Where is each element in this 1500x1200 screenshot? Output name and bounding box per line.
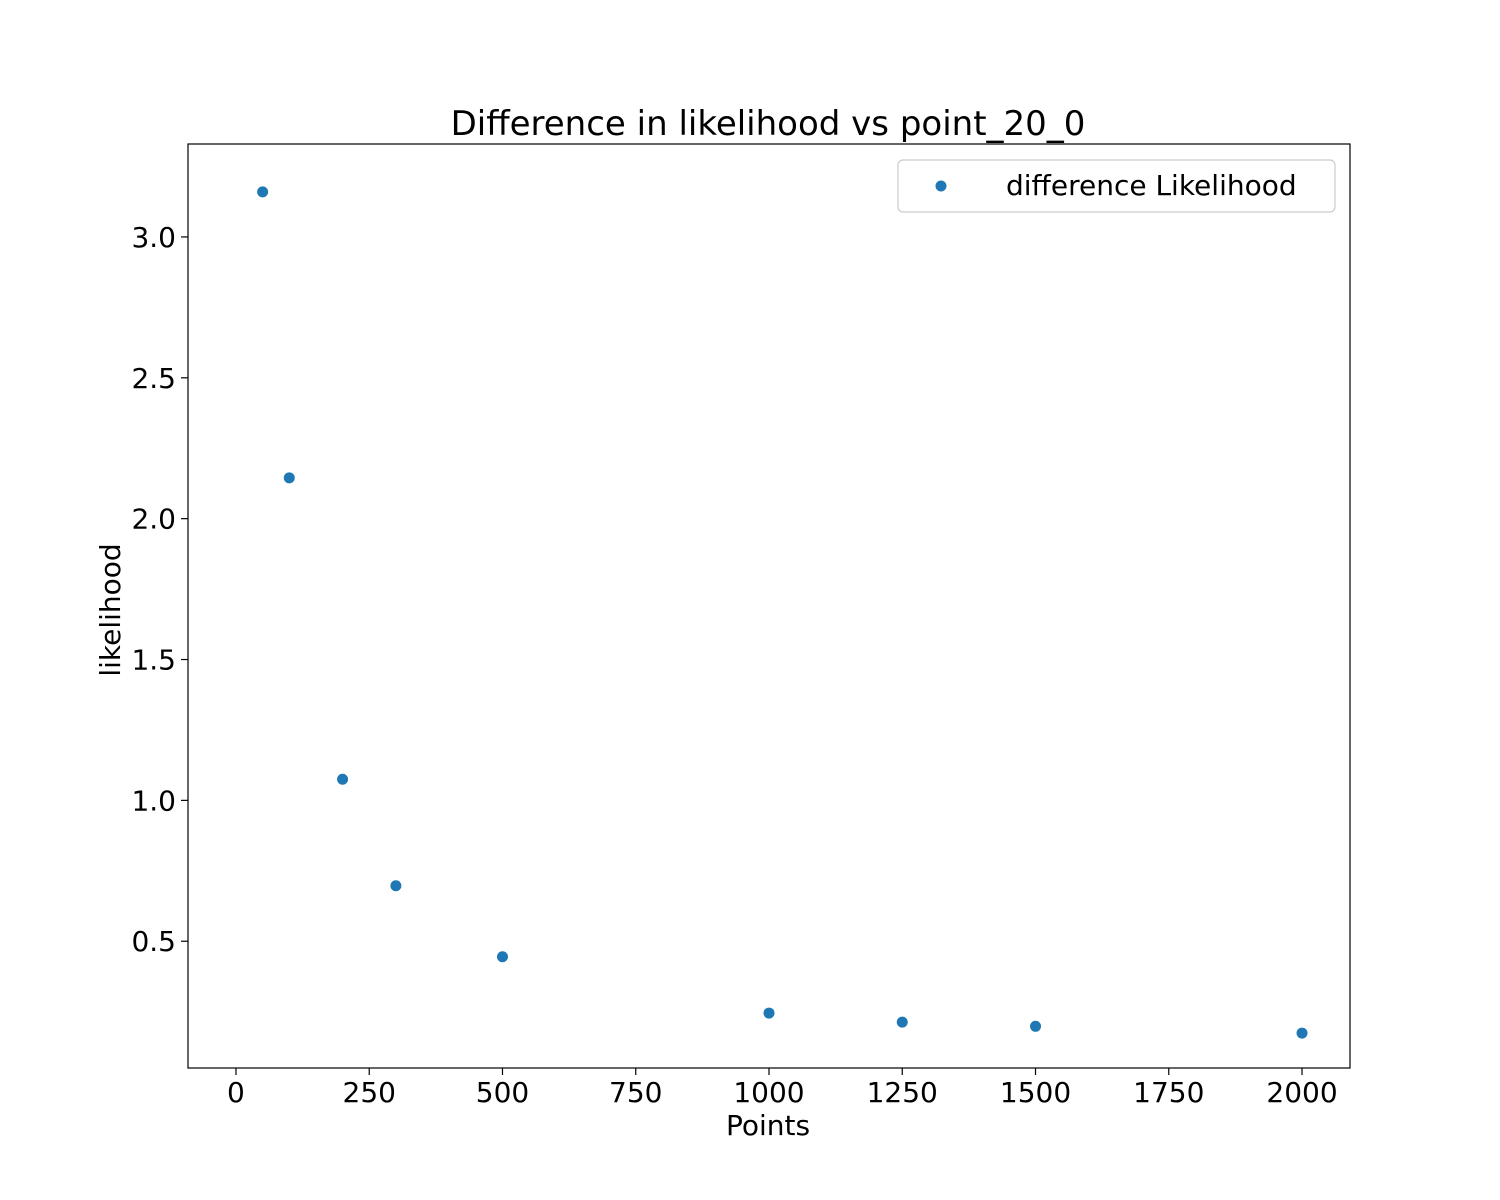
legend-marker xyxy=(935,180,947,192)
x-axis-label: Points xyxy=(726,1109,810,1142)
data-point xyxy=(763,1007,775,1019)
y-tick-label: 2.0 xyxy=(131,503,176,536)
y-tick-label: 2.5 xyxy=(131,362,176,395)
legend: difference Likelihood xyxy=(897,159,1336,213)
x-tick-label: 1000 xyxy=(733,1076,804,1109)
data-points xyxy=(257,186,1308,1039)
y-tick-label: 1.0 xyxy=(131,784,176,817)
x-tick-label: 1500 xyxy=(1000,1076,1071,1109)
legend-frame xyxy=(897,159,1336,213)
legend-label: difference Likelihood xyxy=(1006,169,1297,202)
data-point xyxy=(390,880,402,892)
data-point xyxy=(896,1016,908,1028)
x-tick-label: 750 xyxy=(609,1076,662,1109)
x-tick-label: 0 xyxy=(227,1076,245,1109)
x-tick-label: 250 xyxy=(343,1076,396,1109)
x-tick-label: 2000 xyxy=(1266,1076,1337,1109)
data-point xyxy=(337,773,349,785)
y-tick-label: 0.5 xyxy=(131,925,176,958)
x-axis-ticks: 0 250 500 750 1000 1250 1500 1750 2000 xyxy=(227,1068,1338,1109)
y-tick-label: 1.5 xyxy=(131,644,176,677)
plot-area-frame xyxy=(187,143,1351,1069)
x-tick-label: 500 xyxy=(476,1076,529,1109)
y-axis-label: likelihood xyxy=(94,543,127,676)
data-point xyxy=(1030,1020,1042,1032)
data-point xyxy=(496,951,508,963)
data-point xyxy=(257,186,269,198)
chart-title: Difference in likelihood vs point_20_0 xyxy=(451,104,1086,144)
y-axis-ticks: 0.5 1.0 1.5 2.0 2.5 3.0 xyxy=(131,221,188,958)
data-point xyxy=(283,472,295,484)
y-tick-label: 3.0 xyxy=(131,221,176,254)
x-tick-label: 1250 xyxy=(867,1076,938,1109)
data-point xyxy=(1296,1027,1308,1039)
x-tick-label: 1750 xyxy=(1133,1076,1204,1109)
